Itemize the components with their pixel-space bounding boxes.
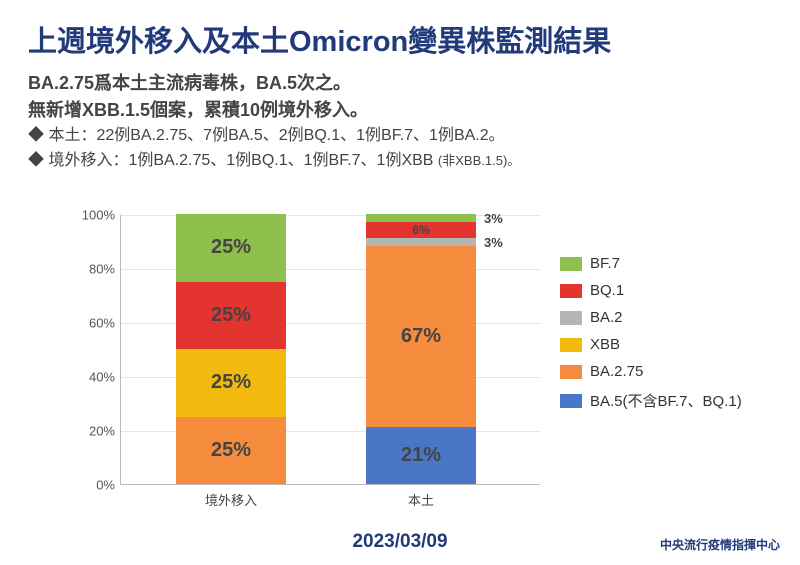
legend-swatch [560,394,582,408]
segment-label: 3% [476,235,503,250]
legend-item-BA.5: BA.5(不含BF.7、BQ.1) [560,390,742,411]
x-category-label: 本土 [366,484,476,509]
segment-BA.2: 3% [366,238,476,246]
y-tick: 100% [71,208,115,223]
segment-BA.2.75: 67% [366,246,476,427]
legend-label: BA.2 [590,309,623,326]
y-tick: 80% [71,262,115,277]
legend-item-BA.2.75: BA.2.75 [560,363,742,380]
bar-境外移入: 25%25%25%25% [176,214,286,484]
legend-item-BQ.1: BQ.1 [560,282,742,299]
plot-area: 0%20%40%60%80%100%25%25%25%25%境外移入21%67%… [120,215,540,485]
legend-label: XBB [590,336,620,353]
legend-swatch [560,365,582,379]
legend-label: BF.7 [590,255,620,272]
bullet-imported-text: 1例BA.2.75、1例BQ.1、1例BF.7、1例XBB [128,152,437,169]
bullet-imported-prefix: ◆ 境外移入： [28,152,128,169]
page-title: 上週境外移入及本土Omicron變異株監測結果 [28,18,772,60]
footer-source: 中央流行疫情指揮中心 [660,536,780,553]
legend-label: BA.5(不含BF.7、BQ.1) [590,390,742,411]
x-category-label: 境外移入 [176,484,286,509]
legend: BF.7 BQ.1 BA.2 XBB BA.2.75 BA.5(不含BF.7、BQ.1) [560,255,742,421]
segment-BQ.1: 25% [176,282,286,350]
bullet-local-text: 22例BA.2.75、7例BA.5、2例BQ.1、1例BF.7、1例BA.2。 [96,127,504,144]
y-tick: 60% [71,316,115,331]
segment-BA.2.75: 25% [176,417,286,485]
y-tick: 40% [71,370,115,385]
segment-BF.7: 25% [176,214,286,282]
legend-label: BQ.1 [590,282,624,299]
segment-XBB: 25% [176,349,286,417]
bullet-local-prefix: ◆ 本土： [28,127,96,144]
segment-BA.5: 21% [366,427,476,484]
y-tick: 0% [71,478,115,493]
legend-item-BF.7: BF.7 [560,255,742,272]
bar-本土: 21%67%3%6%3% [366,214,476,484]
bullet-imported-note: (非XBB.1.5)。 [438,153,520,168]
bullet-local: ◆ 本土：22例BA.2.75、7例BA.5、2例BQ.1、1例BF.7、1例B… [28,124,772,149]
subtitle-2: 無新增XBB.1.5個案，累積10例境外移入。 [28,97,772,124]
legend-item-BA.2: BA.2 [560,309,742,326]
variant-chart: 0%20%40%60%80%100%25%25%25%25%境外移入21%67%… [60,215,760,515]
legend-label: BA.2.75 [590,363,643,380]
legend-swatch [560,257,582,271]
legend-swatch [560,338,582,352]
legend-item-XBB: XBB [560,336,742,353]
legend-swatch [560,311,582,325]
segment-BF.7: 3% [366,214,476,222]
segment-BQ.1: 6% [366,222,476,238]
subtitle-1: BA.2.75爲本土主流病毒株，BA.5次之。 [28,70,772,97]
segment-label: 3% [476,211,503,226]
y-tick: 20% [71,424,115,439]
legend-swatch [560,284,582,298]
bullet-imported: ◆ 境外移入：1例BA.2.75、1例BQ.1、1例BF.7、1例XBB (非X… [28,149,772,174]
